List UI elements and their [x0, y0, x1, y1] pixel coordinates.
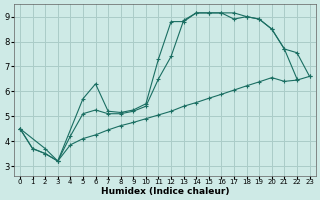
- X-axis label: Humidex (Indice chaleur): Humidex (Indice chaleur): [100, 187, 229, 196]
